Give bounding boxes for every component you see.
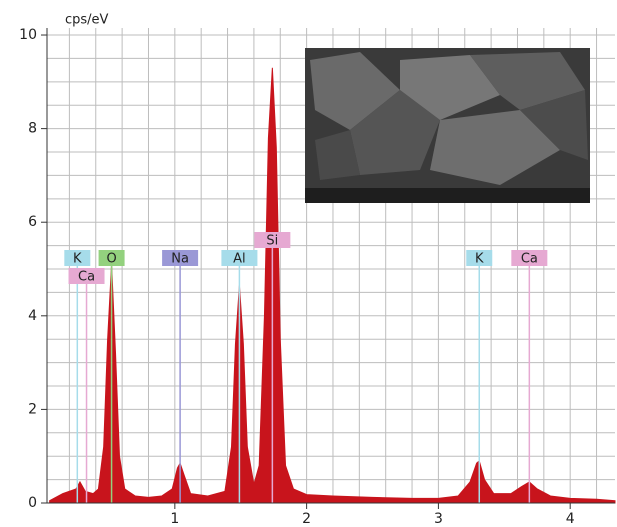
marker-label: Ca — [78, 270, 95, 285]
x-tick-label: 4 — [566, 511, 575, 527]
marker-label: O — [106, 252, 116, 267]
marker-label-box — [466, 250, 493, 266]
marker-label-box — [68, 268, 105, 284]
inset-image — [305, 48, 590, 203]
marker-label-box — [254, 232, 291, 248]
y-axis-label: cps/eV — [65, 13, 109, 28]
marker-label: K — [73, 252, 82, 267]
spectrum-area — [49, 67, 616, 504]
y-tick-label: 0 — [28, 495, 37, 511]
x-tick-label: 3 — [434, 511, 443, 527]
marker-label: Al — [233, 252, 246, 267]
y-tick-label: 2 — [28, 401, 37, 417]
marker-label-box — [162, 250, 199, 266]
marker-label: Na — [171, 252, 189, 267]
marker-label-box — [98, 250, 125, 266]
marker-label: K — [475, 252, 484, 267]
x-tick-label: 1 — [170, 511, 179, 527]
marker-label: Si — [266, 234, 278, 249]
marker-label-box — [511, 250, 548, 266]
y-tick-label: 6 — [28, 214, 37, 230]
y-tick-label: 8 — [28, 121, 37, 137]
marker-label-box — [64, 250, 91, 266]
plot: K Ca O Na Al Si K Ca — [49, 67, 616, 504]
y-tick-label: 10 — [19, 27, 37, 43]
marker-label: Ca — [521, 252, 538, 267]
y-tick-label: 4 — [28, 308, 37, 324]
marker-label-box — [221, 250, 258, 266]
x-tick-label: 2 — [302, 511, 311, 527]
